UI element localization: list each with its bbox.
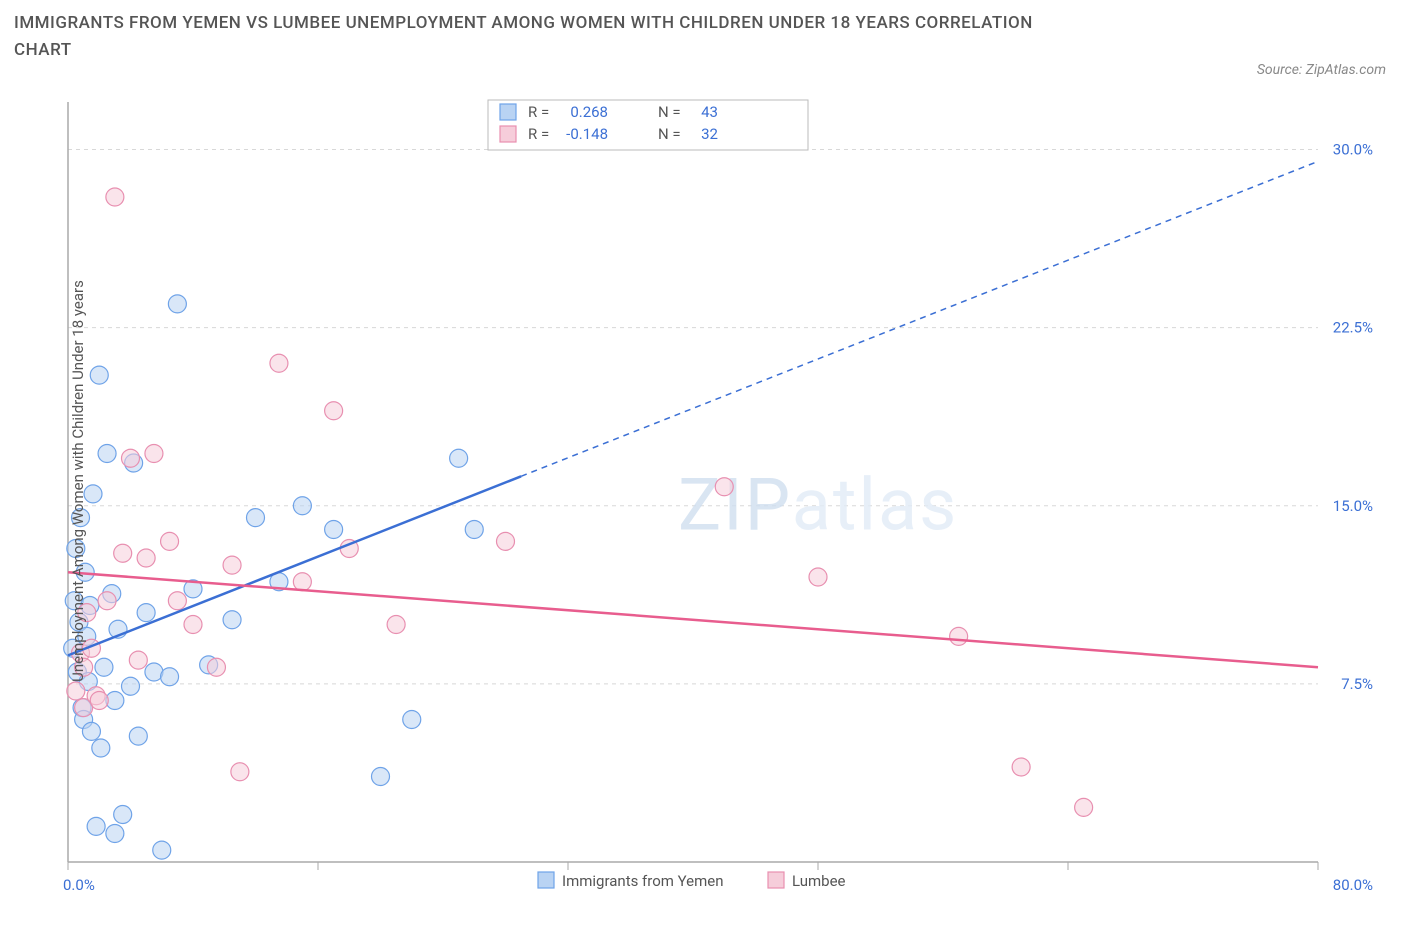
data-point bbox=[184, 616, 202, 634]
legend-n-value: 43 bbox=[701, 103, 718, 121]
y-tick-label: 30.0% bbox=[1333, 141, 1373, 159]
data-point bbox=[106, 188, 124, 206]
data-point bbox=[98, 592, 116, 610]
watermark: ZIPatlas bbox=[678, 463, 958, 548]
legend-swatch bbox=[500, 126, 516, 142]
data-point bbox=[153, 841, 171, 859]
x-max-label: 80.0% bbox=[1333, 876, 1373, 892]
data-point bbox=[715, 478, 733, 496]
data-point bbox=[465, 521, 483, 539]
data-point bbox=[137, 604, 155, 622]
data-point bbox=[387, 616, 405, 634]
y-tick-label: 15.0% bbox=[1333, 497, 1373, 515]
data-point bbox=[168, 295, 186, 313]
data-point bbox=[809, 568, 827, 586]
data-point bbox=[293, 573, 311, 591]
legend-series-label: Immigrants from Yemen bbox=[562, 872, 724, 890]
data-point bbox=[122, 677, 140, 695]
data-point bbox=[122, 449, 140, 467]
data-point bbox=[207, 658, 225, 676]
data-point bbox=[223, 556, 241, 574]
data-point bbox=[114, 544, 132, 562]
legend-n-label: N = bbox=[658, 125, 681, 143]
trend-line-extrap bbox=[521, 161, 1318, 476]
y-tick-label: 7.5% bbox=[1341, 675, 1373, 693]
data-point bbox=[114, 806, 132, 824]
y-axis-label: Unemployment Among Women with Children U… bbox=[69, 231, 87, 731]
data-point bbox=[106, 825, 124, 843]
data-point bbox=[372, 768, 390, 786]
data-point bbox=[1075, 798, 1093, 816]
legend-r-value: 0.268 bbox=[570, 103, 608, 121]
data-point bbox=[129, 651, 147, 669]
legend-r-label: R = bbox=[528, 103, 549, 121]
data-point bbox=[497, 532, 515, 550]
source-attribution: Source: ZipAtlas.com bbox=[1257, 62, 1386, 78]
data-point bbox=[145, 445, 163, 463]
data-point bbox=[98, 445, 116, 463]
data-point bbox=[270, 354, 288, 372]
chart-container: Unemployment Among Women with Children U… bbox=[48, 92, 1386, 872]
y-tick-label: 22.5% bbox=[1333, 319, 1373, 337]
data-point bbox=[168, 592, 186, 610]
data-point bbox=[95, 658, 113, 676]
data-point bbox=[325, 402, 343, 420]
data-point bbox=[293, 497, 311, 515]
x-min-label: 0.0% bbox=[63, 876, 95, 892]
data-point bbox=[129, 727, 147, 745]
data-point bbox=[161, 668, 179, 686]
data-point bbox=[223, 611, 241, 629]
data-point bbox=[161, 532, 179, 550]
legend-swatch bbox=[768, 872, 784, 888]
data-point bbox=[950, 627, 968, 645]
data-point bbox=[1012, 758, 1030, 776]
scatter-chart: 7.5% 15.0% 22.5% 30.0% ZIPatlas R = 0.268 N = 43… bbox=[48, 92, 1386, 892]
data-point bbox=[450, 449, 468, 467]
trend-line bbox=[68, 572, 1318, 667]
data-point bbox=[92, 739, 110, 757]
data-point bbox=[403, 711, 421, 729]
legend-n-label: N = bbox=[658, 103, 681, 121]
legend-r-label: R = bbox=[528, 125, 549, 143]
data-point bbox=[137, 549, 155, 567]
legend-series-label: Lumbee bbox=[792, 872, 846, 890]
legend-n-value: 32 bbox=[701, 125, 718, 143]
legend-r-value: -0.148 bbox=[566, 125, 608, 143]
data-point bbox=[90, 692, 108, 710]
data-point bbox=[325, 521, 343, 539]
chart-title: IMMIGRANTS FROM YEMEN VS LUMBEE UNEMPLOY… bbox=[14, 10, 1064, 64]
data-point bbox=[247, 509, 265, 527]
data-point bbox=[90, 366, 108, 384]
legend-swatch bbox=[500, 104, 516, 120]
legend-swatch bbox=[538, 872, 554, 888]
data-point bbox=[231, 763, 249, 781]
data-point bbox=[87, 817, 105, 835]
